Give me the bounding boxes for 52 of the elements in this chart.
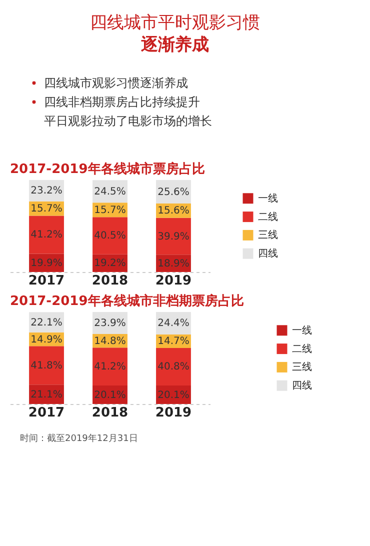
legend-label: 二线 — [292, 342, 312, 355]
x-tick-label: 2017 — [28, 406, 65, 420]
text: 平日观影拉动了电影市场的增长 — [44, 114, 212, 128]
legend-label: 一线 — [292, 324, 312, 336]
x-tick-label: 2019 — [155, 274, 192, 288]
data-label: 14.9% — [30, 334, 62, 346]
data-label: 41.2% — [30, 230, 62, 241]
text: 逐渐养成 — [140, 35, 209, 55]
data-label: 21.1% — [30, 389, 62, 400]
data-label: 19.9% — [30, 258, 62, 269]
data-label: 24.5% — [94, 186, 126, 198]
data-label: 14.8% — [94, 336, 126, 347]
bar — [29, 346, 64, 385]
text: 四线非档期票房占比持续提升 — [44, 95, 200, 109]
x-tick-label: 2018 — [92, 274, 128, 288]
legend-label: 四线 — [258, 248, 278, 260]
text: 四线城市平时观影习惯 — [90, 13, 260, 33]
data-label: 19.2% — [94, 258, 126, 270]
data-label: 15.7% — [94, 204, 126, 216]
text: 四线城市观影习惯逐渐养成 — [44, 76, 188, 90]
bar — [92, 217, 128, 254]
data-label: 22.1% — [30, 317, 62, 328]
legend-label: 四线 — [292, 380, 312, 392]
legend-label: 三线 — [258, 229, 278, 242]
bar — [29, 216, 64, 254]
x-tick-label: 2017 — [28, 274, 65, 288]
chart-title: 2017-2019年各线城市票房占比 — [10, 161, 205, 177]
x-tick-label: 2019 — [155, 406, 192, 420]
text: 时间：截至2019年12月31日 — [20, 432, 138, 444]
legend-label: 二线 — [258, 210, 278, 223]
data-label: 40.8% — [158, 362, 190, 373]
data-label: 20.1% — [158, 390, 190, 401]
data-label: 41.2% — [94, 362, 126, 373]
data-label: 23.2% — [30, 186, 62, 197]
data-label: 41.8% — [30, 360, 62, 372]
legend-label: 三线 — [292, 361, 312, 374]
data-label: 15.6% — [158, 206, 190, 217]
data-label: 18.9% — [158, 258, 190, 270]
legend-label: 一线 — [258, 192, 278, 204]
data-label: 24.4% — [158, 318, 190, 330]
data-label: 15.7% — [30, 204, 62, 215]
data-label: 20.1% — [94, 390, 126, 401]
data-label: 23.9% — [94, 318, 126, 329]
data-label: 14.7% — [158, 336, 190, 348]
bar — [92, 348, 128, 386]
bar — [156, 348, 191, 386]
data-label: 40.5% — [94, 230, 126, 242]
x-tick-label: 2018 — [92, 406, 128, 420]
data-label: 39.9% — [158, 231, 190, 242]
chart-title: 2017-2019年各线城市非档期票房占比 — [10, 293, 244, 309]
bar — [156, 218, 191, 255]
data-label: 25.6% — [158, 186, 190, 198]
